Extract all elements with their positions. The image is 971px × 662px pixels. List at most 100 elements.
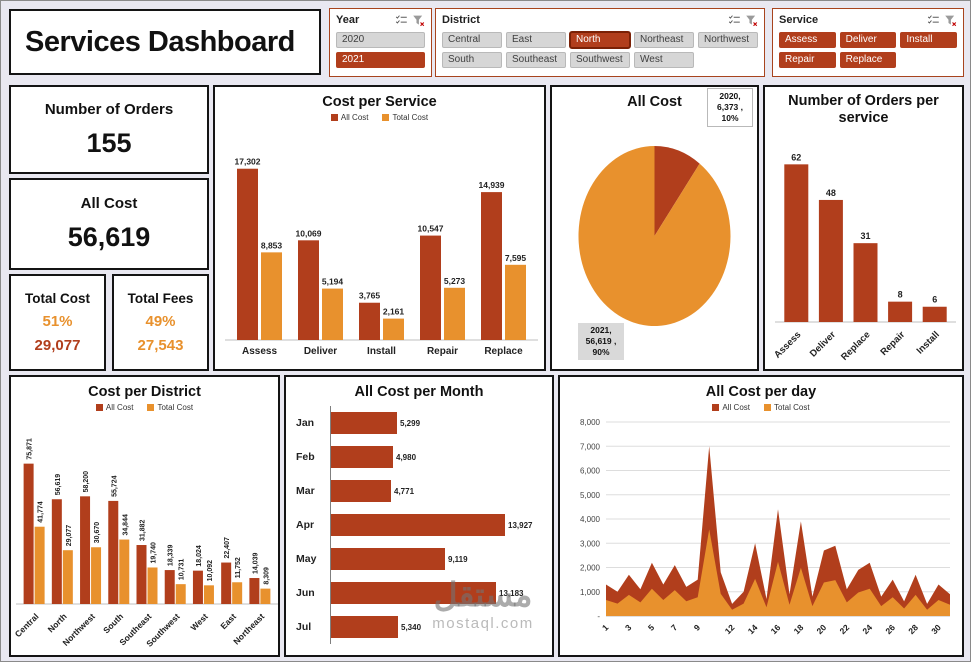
slicer-item-repair[interactable]: Repair <box>779 52 836 68</box>
kpi-value: 29,077 <box>34 337 81 354</box>
month-row: Mar 4,771 <box>296 474 544 508</box>
cost_per_district-svg: 75,871 41,774 Central 56,619 29,077 North 58,2… <box>13 438 278 649</box>
orders-per-service-title: Number of Orders per service <box>788 93 939 126</box>
district-slicer: District Central East North Northeast Northw… <box>435 8 765 77</box>
slicer-item-central[interactable]: Central <box>442 32 502 48</box>
month-row: Jul 5,340 <box>296 610 544 644</box>
multi-select-icon[interactable] <box>728 14 741 27</box>
svg-text:18,024: 18,024 <box>196 545 203 567</box>
all-cost-kpi: All Cost 56,619 <box>9 178 209 270</box>
svg-text:17,302: 17,302 <box>235 157 261 167</box>
svg-text:Deliver: Deliver <box>304 346 337 357</box>
dashboard-title-card: Services Dashboard <box>9 9 321 75</box>
svg-text:75,871: 75,871 <box>27 438 34 460</box>
clear-filter-icon[interactable] <box>944 14 957 27</box>
clear-filter-icon[interactable] <box>745 14 758 27</box>
month-label: Apr <box>296 519 315 531</box>
month-bar-track: 4,980 <box>330 440 544 474</box>
month-bar <box>331 582 496 604</box>
svg-text:2,000: 2,000 <box>580 564 601 573</box>
pie-label-2021: 2021, 56,619 , 90% <box>578 322 624 360</box>
all-cost-pie-svg <box>578 146 731 326</box>
slicer-icons <box>728 14 758 27</box>
slicer-item-southwest[interactable]: Southwest <box>570 52 630 68</box>
svg-text:8,853: 8,853 <box>261 240 283 250</box>
district-slicer-items: Central East North Northeast Northwest South S… <box>442 31 758 68</box>
clear-filter-icon[interactable] <box>412 14 425 27</box>
svg-text:1: 1 <box>600 622 611 633</box>
service-slicer-header: Service <box>779 13 957 27</box>
month-row: Feb 4,980 <box>296 440 544 474</box>
svg-text:7,000: 7,000 <box>580 442 601 451</box>
legend-swatch <box>712 403 720 411</box>
month-value: 4,980 <box>396 452 417 462</box>
legend-swatch <box>763 403 771 411</box>
month-bar-track: 13,927 <box>330 508 544 542</box>
svg-text:29,077: 29,077 <box>66 525 73 547</box>
slicer-item-north[interactable]: North <box>569 31 631 49</box>
svg-text:5: 5 <box>646 622 657 633</box>
multi-select-icon[interactable] <box>927 14 940 27</box>
svg-text:28: 28 <box>906 622 920 636</box>
slicer-item-south[interactable]: South <box>442 52 502 68</box>
month-bar <box>331 412 397 434</box>
service-slicer-items: Assess Deliver Install Repair Replace <box>779 32 957 68</box>
kpi-percent: 51% <box>42 313 73 330</box>
legend-item-total-cost: Total Cost <box>382 113 428 122</box>
svg-text:7: 7 <box>669 622 680 633</box>
month-value: 5,299 <box>400 418 421 428</box>
legend-swatch <box>95 403 103 411</box>
svg-text:1,000: 1,000 <box>580 588 601 597</box>
month-value: 9,119 <box>448 554 468 564</box>
month-bar <box>331 446 393 468</box>
svg-text:8,000: 8,000 <box>580 418 601 427</box>
svg-text:18: 18 <box>792 622 806 636</box>
cost-per-service-legend: All Cost Total Cost <box>215 110 544 124</box>
cost-per-service-plot: 17,302 8,853 Assess 10,069 5,194 Deliver 3,765… <box>217 124 542 366</box>
month-value: 5,340 <box>401 622 422 632</box>
slicer-item-northwest[interactable]: Northwest <box>698 32 758 48</box>
slicer-item-deliver[interactable]: Deliver <box>839 32 897 48</box>
svg-text:5,000: 5,000 <box>580 491 601 500</box>
svg-text:Assess: Assess <box>242 346 277 357</box>
svg-text:31: 31 <box>860 232 870 242</box>
svg-text:16: 16 <box>769 622 783 636</box>
svg-text:56,619: 56,619 <box>55 474 62 496</box>
svg-text:Central: Central <box>13 611 41 639</box>
all-cost-per-day-svg: - 1,000 2,000 3,000 4,000 5,000 6,000 7,000 8,00… <box>580 418 950 636</box>
svg-text:10,069: 10,069 <box>296 228 322 238</box>
slicer-item-replace[interactable]: Replace <box>839 52 897 68</box>
multi-select-icon[interactable] <box>395 14 408 27</box>
all-cost-per-month-title: All Cost per Month <box>354 384 484 400</box>
month-label: Mar <box>296 485 315 497</box>
slicer-item-assess[interactable]: Assess <box>779 32 836 48</box>
svg-text:Deliver: Deliver <box>808 329 838 359</box>
month-label: Feb <box>296 451 315 463</box>
slicer-item-northeast[interactable]: Northeast <box>634 32 694 48</box>
svg-text:48: 48 <box>826 188 836 198</box>
month-label: Jan <box>296 417 315 429</box>
slicer-item-2020[interactable]: 2020 <box>336 32 425 48</box>
svg-text:11,752: 11,752 <box>235 557 242 578</box>
all-cost-per-day-legend: All Cost Total Cost <box>560 400 962 414</box>
total-fees-kpi: Total Fees 49% 27,543 <box>112 274 209 371</box>
legend-item-total-cost: Total Cost <box>147 403 193 412</box>
slicer-icons <box>395 14 425 27</box>
svg-text:19,740: 19,740 <box>151 542 158 564</box>
month-row: May 9,119 <box>296 542 544 576</box>
orders-per-service-card: Number of Orders per service 62 Assess 48 D… <box>763 85 964 371</box>
slicer-item-east[interactable]: East <box>506 32 566 48</box>
legend-item-all-cost: All Cost <box>95 403 133 412</box>
slicer-item-west[interactable]: West <box>634 52 694 68</box>
slicer-item-southeast[interactable]: Southeast <box>506 52 566 68</box>
legend-item-total-cost: Total Cost <box>763 403 810 412</box>
svg-text:Repair: Repair <box>427 346 458 357</box>
svg-text:10,092: 10,092 <box>207 560 214 582</box>
all-cost-per-day-card: All Cost per day All Cost Total Cost - 1,0… <box>558 375 964 657</box>
svg-text:2,161: 2,161 <box>383 307 405 317</box>
svg-text:55,724: 55,724 <box>111 475 118 497</box>
slicer-item-2021[interactable]: 2021 <box>336 52 425 68</box>
svg-text:West: West <box>189 611 210 632</box>
slicer-item-install[interactable]: Install <box>900 32 957 48</box>
month-bar <box>331 548 445 570</box>
